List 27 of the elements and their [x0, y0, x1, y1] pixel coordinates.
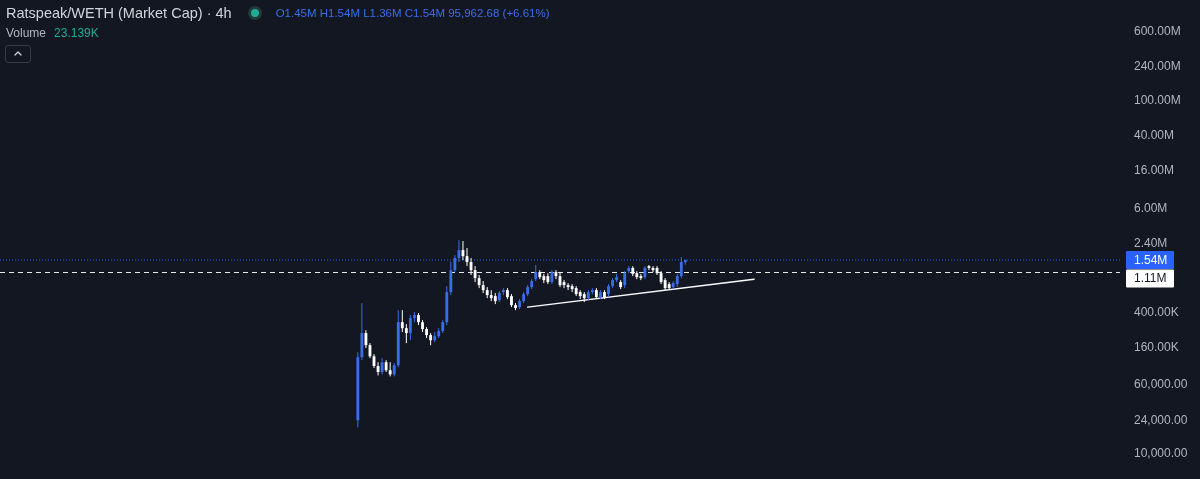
y-tick-label: 40.00M — [1134, 127, 1175, 142]
candlestick — [570, 283, 574, 293]
annotation: Volume — [6, 26, 47, 40]
y-tick-label: 600.00M — [1134, 24, 1181, 39]
y-tick-label: 60,000.00 — [1134, 377, 1188, 392]
y-tick-label: 160.00K — [1134, 339, 1179, 354]
candlestick — [408, 314, 412, 341]
candlestick — [679, 256, 683, 279]
candlestick — [449, 261, 453, 296]
candlestick — [546, 272, 550, 285]
y-tick-label: 400.00K — [1134, 304, 1179, 319]
y-tick-label: 100.00M — [1134, 92, 1181, 107]
ref-line-label: 1.11M — [1134, 271, 1167, 286]
y-tick-label: 10,000.00 — [1134, 446, 1188, 461]
y-tick-label: 240.00M — [1134, 59, 1181, 74]
annotation: O1.45M H1.54M L1.36M C1.54M 95,962.68 (+6.61%) — [275, 7, 550, 19]
y-tick-label: 6.00M — [1134, 200, 1168, 215]
y-tick-label: 2.40M — [1134, 235, 1168, 250]
annotation: 23.139K — [54, 26, 99, 40]
ref-line-label: 1.54M — [1134, 252, 1168, 267]
y-tick-label: 24,000.00 — [1134, 412, 1188, 427]
candlestick — [400, 309, 404, 333]
candlestick — [477, 274, 481, 289]
chart-title: Ratspeak/WETH (Market Cap) · 4h — [6, 5, 232, 21]
candlestick — [566, 282, 570, 291]
candlestick — [404, 323, 408, 344]
y-tick-label: 16.00M — [1134, 163, 1175, 178]
